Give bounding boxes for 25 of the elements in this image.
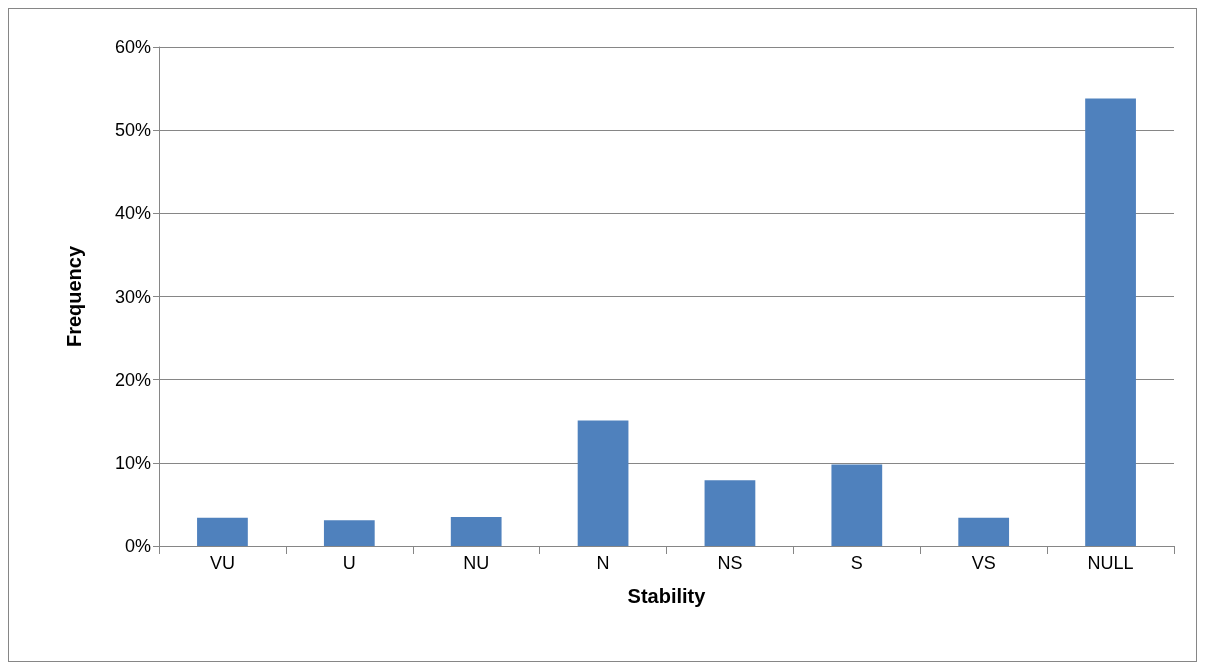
y-tick-label: 60% bbox=[114, 37, 151, 57]
bar bbox=[1085, 98, 1136, 546]
x-axis-title: Stability bbox=[627, 585, 707, 607]
bar bbox=[831, 464, 883, 546]
x-tick-label: VS bbox=[971, 553, 996, 573]
bar bbox=[577, 420, 629, 546]
x-tick-label: NULL bbox=[1087, 553, 1134, 573]
x-tick-label: NU bbox=[463, 553, 490, 573]
bar bbox=[450, 516, 502, 546]
bar bbox=[958, 517, 1010, 546]
y-tick-label: 10% bbox=[114, 452, 151, 473]
y-tick-label: 20% bbox=[114, 369, 151, 390]
y-tick-label: 0% bbox=[124, 536, 151, 556]
x-tick-label: N bbox=[596, 553, 610, 573]
y-tick-label: 50% bbox=[114, 120, 151, 141]
x-tick-label: NS bbox=[717, 553, 743, 573]
y-tick-label: 30% bbox=[114, 286, 151, 307]
x-tick-label: VU bbox=[209, 553, 235, 573]
bar bbox=[323, 520, 375, 546]
y-axis-title: Frequency bbox=[63, 245, 85, 348]
x-tick-label: S bbox=[850, 553, 863, 573]
y-tick-label: 40% bbox=[114, 203, 151, 224]
bar bbox=[197, 517, 248, 546]
x-tick-label: U bbox=[342, 553, 356, 573]
bar bbox=[704, 480, 756, 546]
